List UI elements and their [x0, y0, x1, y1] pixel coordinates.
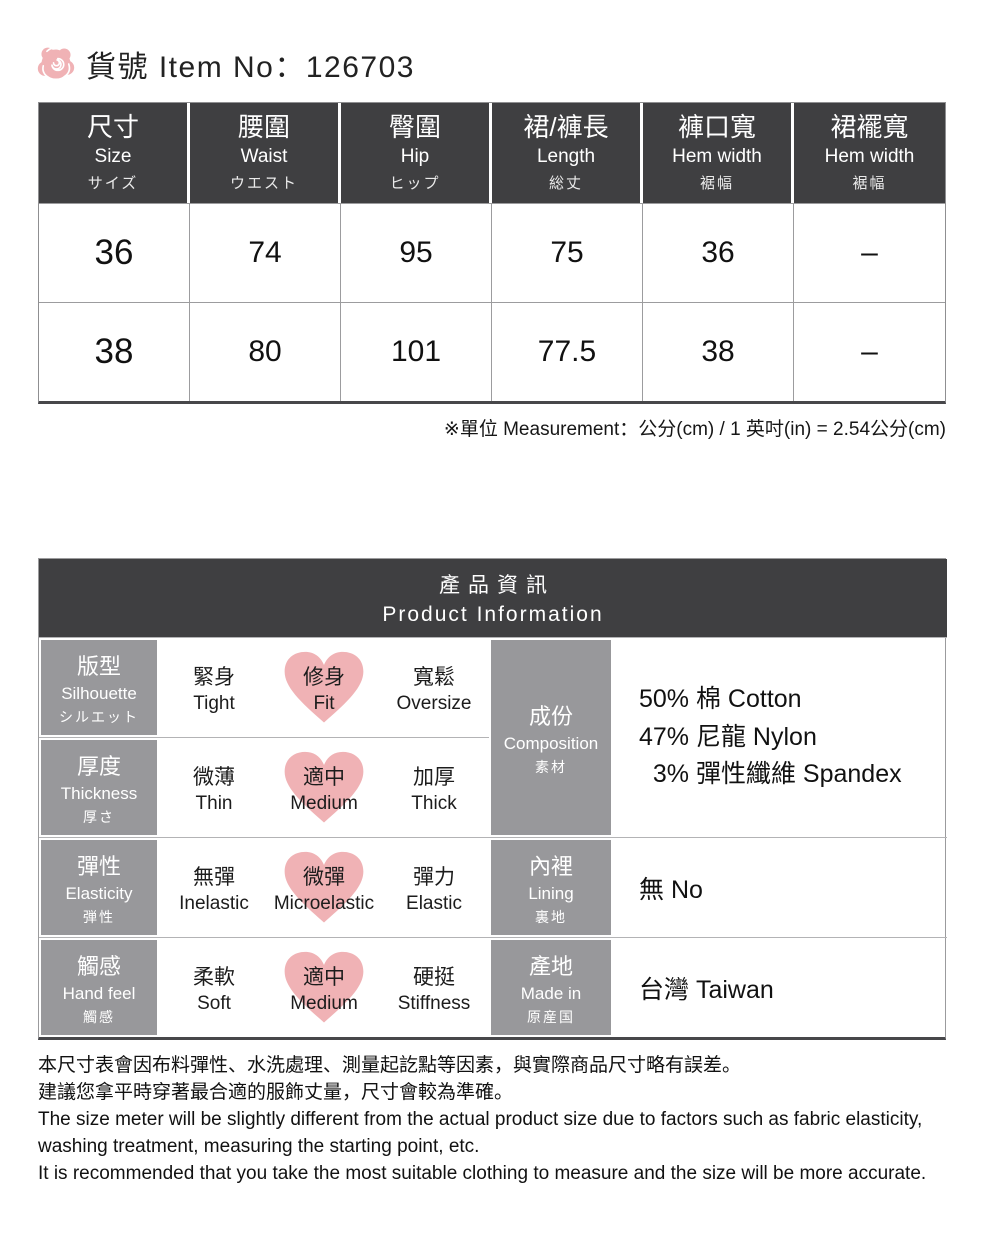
lining-value: 無 No: [613, 837, 947, 937]
col-header-ja: 総丈: [548, 175, 583, 193]
option-fit-selected: 修身 Fit: [269, 638, 379, 737]
options-elasticity: 無彈 Inelastic 微彈 Microelastic 彈力 Elastic: [159, 837, 489, 937]
table-cell: 38: [39, 302, 190, 401]
product-info-table: 產品資訊 Product Information 版型 Silhouette シ…: [38, 558, 947, 1040]
note-line: 建議您拿平時穿著最合適的服飾丈量，尺寸會較為準確。: [38, 1081, 514, 1103]
option-medium-selected: 適中 Medium: [269, 738, 379, 837]
heart-icon: [284, 851, 364, 922]
table-cell: 38: [643, 302, 794, 401]
col-header-ja: サイズ: [87, 175, 139, 193]
size-table-header-skirt-hem-width: 裙襬寬 Hem width 裾幅: [794, 103, 945, 203]
table-cell: –: [794, 203, 945, 302]
product-info-title-zh: 產品資訊: [439, 574, 555, 597]
disclaimer-notes: 本尺寸表會因布料彈性、水洗處理、測量起訖點等因素，與實際商品尺寸略有誤差。 建議…: [38, 1053, 958, 1188]
product-info-title-en: Product Information: [382, 603, 604, 626]
option-microelastic-selected: 微彈 Microelastic: [269, 838, 379, 937]
size-table: 尺寸 Size サイズ 腰圍 Waist ウエスト 臀圍 Hip ヒップ 裙/褲…: [38, 102, 946, 404]
table-cell: 101: [341, 302, 492, 401]
option-medium-selected: 適中 Medium: [269, 938, 379, 1037]
item-number-header: 貨號 Item No：126703: [36, 42, 946, 86]
col-header-en: Hem width: [824, 146, 915, 168]
option-thick: 加厚 Thick: [411, 765, 457, 814]
measurement-unit-note: ※單位 Measurement：公分(cm) / 1 英吋(in) = 2.54…: [443, 419, 946, 440]
col-header-ja: 裾幅: [699, 175, 734, 193]
col-header-zh: 尺寸: [86, 111, 139, 142]
table-cell: 77.5: [492, 302, 643, 401]
note-line: The size meter will be slightly differen…: [38, 1108, 923, 1130]
table-cell: 75: [492, 203, 643, 302]
table-cell: 95: [341, 203, 492, 302]
heart-icon: [284, 751, 364, 822]
option-tight: 緊身 Tight: [193, 665, 235, 714]
product-info-header: 產品資訊 Product Information: [39, 559, 947, 637]
label-hand-feel: 觸感 Hand feel 觸感: [39, 937, 159, 1037]
options-silhouette: 緊身 Tight 修身 Fit 寬鬆 Oversize: [159, 637, 489, 737]
label-made-in: 產地 Made in 原産国: [489, 937, 613, 1037]
option-elastic: 彈力 Elastic: [406, 865, 462, 914]
note-line: washing treatment, measuring the startin…: [38, 1135, 480, 1157]
size-table-header-size: 尺寸 Size サイズ: [39, 103, 190, 203]
col-header-en: Hem width: [672, 146, 762, 168]
option-oversize: 寬鬆 Oversize: [396, 665, 472, 714]
product-spec-sheet: 貨號 Item No：126703 尺寸 Size サイズ 腰圍 Waist ウ…: [0, 42, 947, 1188]
col-header-ja: ウエスト: [229, 175, 298, 193]
option-thin: 微薄 Thin: [193, 765, 235, 814]
option-soft: 柔軟 Soft: [193, 965, 235, 1014]
options-thickness: 微薄 Thin 適中 Medium 加厚 Thick: [159, 737, 489, 837]
table-cell: 36: [643, 203, 794, 302]
label-silhouette: 版型 Silhouette シルエット: [39, 637, 159, 737]
option-inelastic: 無彈 Inelastic: [179, 865, 249, 914]
label-thickness: 厚度 Thickness 厚さ: [39, 737, 159, 837]
label-lining: 內裡 Lining 裏地: [489, 837, 613, 937]
col-header-zh: 裙襬寬: [830, 111, 909, 142]
col-header-zh: 臀圍: [388, 111, 441, 142]
note-line: It is recommended that you take the most…: [38, 1162, 927, 1184]
size-table-header-length: 裙/褲長 Length 総丈: [492, 103, 643, 203]
size-table-header-hem-width: 褲口寬 Hem width 裾幅: [643, 103, 794, 203]
col-header-ja: 裾幅: [852, 175, 887, 193]
option-stiffness: 硬挺 Stiffness: [397, 965, 471, 1014]
col-header-en: Waist: [240, 146, 288, 168]
label-elasticity: 彈性 Elasticity 弾性: [39, 837, 159, 937]
col-header-en: Hip: [400, 146, 430, 168]
table-cell: 74: [190, 203, 341, 302]
heart-icon: [284, 651, 364, 722]
table-cell: –: [794, 302, 945, 401]
col-header-zh: 腰圍: [237, 111, 290, 142]
table-cell: 80: [190, 302, 341, 401]
made-in-value: 台灣 Taiwan: [613, 937, 947, 1037]
col-header-en: Length: [536, 146, 596, 168]
col-header-zh: 褲口寬: [677, 111, 756, 142]
rose-icon: [37, 47, 75, 81]
table-cell: 36: [39, 203, 190, 302]
size-table-header-hip: 臀圍 Hip ヒップ: [341, 103, 492, 203]
heart-icon: [284, 951, 364, 1022]
composition-value: 50% 棉 Cotton 47% 尼龍 Nylon 3% 彈性纖維 Spande…: [613, 637, 947, 837]
note-line: 本尺寸表會因布料彈性、水洗處理、測量起訖點等因素，與實際商品尺寸略有誤差。: [38, 1055, 742, 1076]
options-hand-feel: 柔軟 Soft 適中 Medium 硬挺 Stiffness: [159, 937, 489, 1037]
page-title: 貨號 Item No：126703: [86, 51, 415, 84]
col-header-zh: 裙/褲長: [523, 111, 609, 142]
label-composition: 成份 Composition 素材: [489, 637, 613, 837]
col-header-en: Size: [94, 146, 132, 168]
size-table-header-waist: 腰圍 Waist ウエスト: [190, 103, 341, 203]
col-header-ja: ヒップ: [389, 175, 441, 193]
